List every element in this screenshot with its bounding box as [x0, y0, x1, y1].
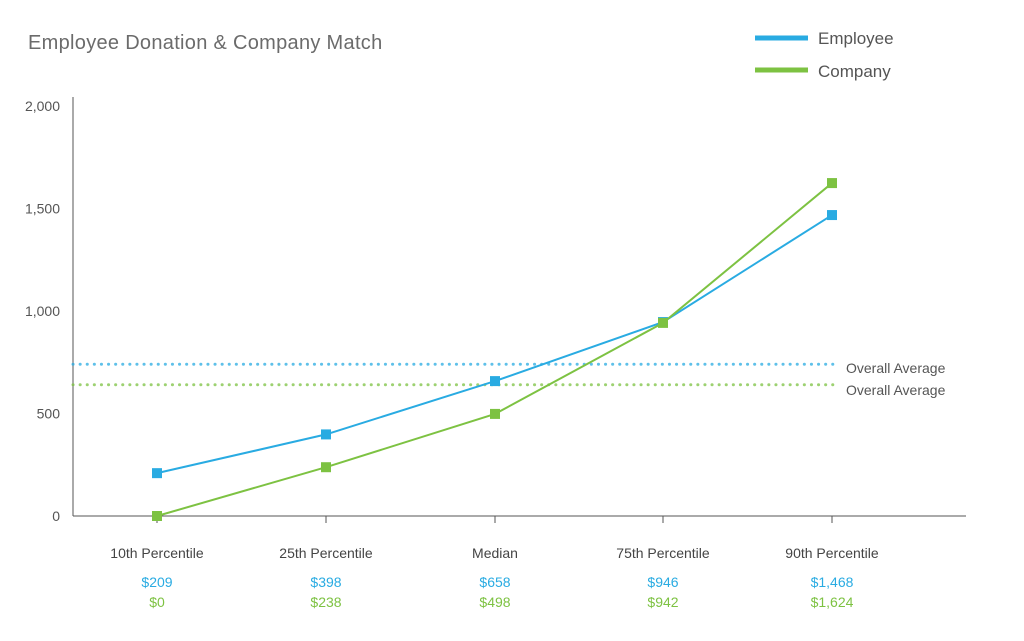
value-label-employee: $209 [141, 574, 172, 590]
x-axis-ticks: 10th Percentile 25th Percentile Median 75th… [110, 516, 879, 561]
y-tick-label: 1,500 [25, 201, 60, 217]
average-lines: Overall Average Overall Average [71, 360, 946, 398]
data-point-company [321, 462, 331, 473]
series-line-employee [156, 214, 833, 475]
x-tick-label: 90th Percentile [785, 545, 879, 561]
average-label-company: Overall Average [846, 382, 946, 398]
x-tick-label: Median [472, 545, 518, 561]
legend-label-employee: Employee [818, 29, 894, 48]
average-label-employee: Overall Average [846, 360, 946, 376]
data-point-company [152, 511, 162, 521]
y-tick-label: 500 [37, 406, 61, 422]
value-label-company: $498 [479, 594, 510, 610]
data-point-employee [152, 468, 162, 479]
value-label-employee: $398 [310, 574, 341, 590]
x-tick-label: 25th Percentile [279, 545, 373, 561]
y-axis-ticks: 0 500 1,000 1,500 2,000 [25, 98, 60, 524]
x-tick-label: 10th Percentile [110, 545, 204, 561]
value-label-employee: $658 [479, 574, 510, 590]
value-label-company: $942 [647, 594, 678, 610]
data-point-employee [490, 376, 500, 387]
value-label-company: $238 [310, 594, 341, 610]
value-label-employee: $1,468 [811, 574, 854, 590]
legend: Employee Company [755, 29, 894, 81]
chart-title: Employee Donation & Company Match [28, 32, 383, 54]
x-tick-label: 75th Percentile [616, 545, 710, 561]
series-points [152, 178, 837, 521]
value-label-company: $1,624 [811, 594, 854, 610]
y-tick-label: 1,000 [25, 303, 60, 319]
value-label-employee: $946 [647, 574, 678, 590]
series-line-company [156, 182, 833, 517]
data-point-employee [321, 429, 331, 440]
value-labels: $209 $398 $658 $946 $1,468 $0 $238 $498 $942 $1,6… [141, 574, 853, 610]
data-point-company [827, 178, 837, 189]
data-point-employee [827, 210, 837, 221]
series-lines [156, 182, 833, 517]
legend-label-company: Company [818, 62, 891, 81]
data-point-company [658, 317, 668, 328]
y-tick-label: 0 [52, 508, 60, 524]
y-tick-label: 2,000 [25, 98, 60, 114]
value-label-company: $0 [149, 594, 165, 610]
data-point-company [490, 408, 500, 419]
